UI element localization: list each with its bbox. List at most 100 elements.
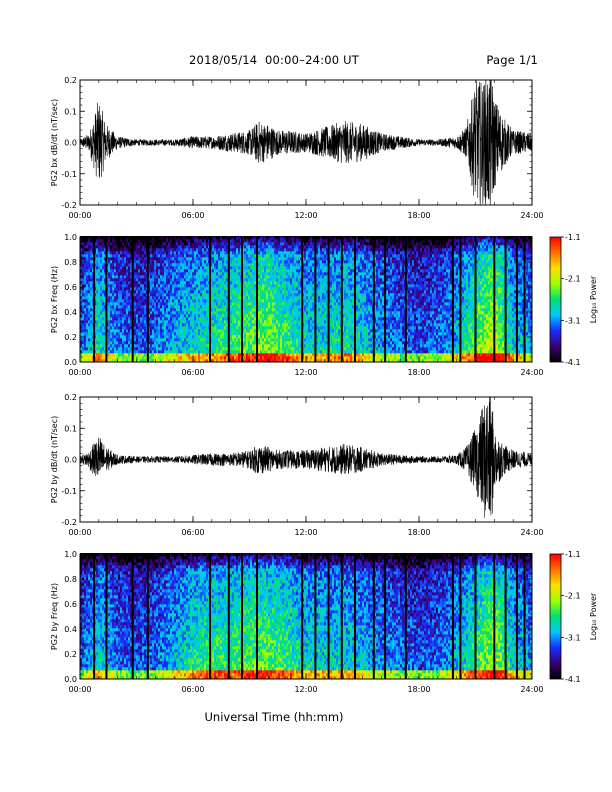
dark-stripe bbox=[404, 554, 407, 679]
dark-stripe bbox=[256, 554, 258, 679]
y-tick-label: 0.0 bbox=[64, 456, 77, 465]
colorbar-tick-label: -3.1 bbox=[565, 316, 581, 325]
dark-stripe bbox=[93, 554, 96, 679]
x-tick-label: 00:00 bbox=[68, 211, 91, 220]
dark-stripe bbox=[227, 554, 230, 679]
dark-stripe bbox=[504, 554, 507, 679]
dark-stripe bbox=[459, 554, 462, 679]
dark-stripe bbox=[474, 237, 477, 362]
panel-1: -0.2 -0.1 0.0 0.1 0.2 00:00 06:00 12:00 18:00 24:… bbox=[50, 76, 544, 220]
y-tick-label: 1.0 bbox=[64, 233, 77, 242]
y-tick-label: 0.2 bbox=[64, 650, 77, 659]
dark-stripe bbox=[451, 237, 454, 362]
dark-stripe bbox=[146, 237, 149, 362]
x-tick-label: 12:00 bbox=[294, 685, 317, 694]
y-axis-label: PG2 bx dB/dt (nT/sec) bbox=[50, 99, 59, 186]
dark-stripe bbox=[459, 237, 462, 362]
dark-stripe bbox=[404, 237, 407, 362]
y-tick-label: 0.8 bbox=[64, 575, 77, 584]
dark-stripe bbox=[93, 237, 96, 362]
x-axis-label: Universal Time (hh:mm) bbox=[204, 710, 344, 724]
dark-stripe bbox=[451, 554, 454, 679]
y-tick-label: 0.1 bbox=[64, 424, 77, 433]
x-tick-label: 00:00 bbox=[68, 368, 91, 377]
colorbar-label: Log₁₀ Power bbox=[589, 275, 598, 323]
y-axis-label: PG2 bx Freq (Hz) bbox=[50, 266, 59, 333]
x-tick-label: 00:00 bbox=[68, 528, 91, 537]
y-tick-label: 0.0 bbox=[64, 139, 77, 148]
dark-stripe bbox=[354, 554, 356, 679]
dark-stripe bbox=[314, 554, 317, 679]
spectrogram bbox=[80, 236, 533, 363]
panel-3: -0.2 -0.1 0.0 0.1 0.2 00:00 06:00 12:00 18:00 24:… bbox=[50, 393, 544, 537]
y-tick-label: 0.1 bbox=[64, 107, 77, 116]
y-tick-label: 0.6 bbox=[64, 600, 77, 609]
y-tick-label: 0.2 bbox=[64, 333, 77, 342]
y-tick-label: -0.2 bbox=[61, 201, 77, 210]
dark-stripe bbox=[493, 554, 496, 679]
dark-stripe bbox=[504, 237, 507, 362]
panel-4: -1.1 -2.1 -3.1 -4.1 Log₁₀ Power 0.0 0.2 0.4 0.6 0… bbox=[50, 550, 598, 694]
y-axis-label: PG2 by Freq (Hz) bbox=[50, 583, 59, 650]
dark-stripe bbox=[105, 554, 108, 679]
dark-stripe bbox=[354, 237, 356, 362]
dark-stripe bbox=[372, 237, 375, 362]
dark-stripe bbox=[131, 237, 134, 362]
dark-stripe bbox=[515, 237, 518, 362]
colorbar-tick-label: -2.1 bbox=[565, 592, 581, 601]
waveform-line bbox=[79, 396, 533, 518]
colorbar bbox=[549, 236, 562, 363]
x-tick-label: 06:00 bbox=[181, 368, 204, 377]
x-tick-label: 12:00 bbox=[294, 528, 317, 537]
x-tick-label: 12:00 bbox=[294, 211, 317, 220]
dark-stripe bbox=[131, 554, 134, 679]
dark-stripe bbox=[523, 554, 526, 679]
x-tick-label: 18:00 bbox=[407, 528, 430, 537]
dark-stripe bbox=[301, 554, 304, 679]
x-tick-label: 24:00 bbox=[520, 368, 543, 377]
x-tick-label: 24:00 bbox=[520, 528, 543, 537]
dark-stripe bbox=[493, 237, 496, 362]
colorbar-tick-label: -2.1 bbox=[565, 275, 581, 284]
y-tick-label: 0.2 bbox=[64, 393, 77, 402]
colorbar-label: Log₁₀ Power bbox=[589, 592, 598, 640]
x-tick-label: 12:00 bbox=[294, 368, 317, 377]
x-tick-label: 18:00 bbox=[407, 211, 430, 220]
y-tick-label: 0.8 bbox=[64, 258, 77, 267]
dark-stripe bbox=[340, 237, 343, 362]
x-tick-label: 24:00 bbox=[520, 211, 543, 220]
dark-stripe bbox=[314, 237, 317, 362]
x-tick-label: 24:00 bbox=[520, 685, 543, 694]
dark-stripe bbox=[384, 554, 387, 679]
dark-stripe bbox=[241, 554, 243, 679]
y-tick-label: 0.2 bbox=[64, 76, 77, 85]
colorbar-tick-label: -4.1 bbox=[565, 358, 581, 367]
x-tick-label: 00:00 bbox=[68, 685, 91, 694]
dark-stripe bbox=[256, 237, 258, 362]
y-tick-label: -0.2 bbox=[61, 518, 77, 527]
dark-stripe bbox=[340, 554, 343, 679]
page-number: Page 1/1 bbox=[486, 53, 538, 67]
colorbar-tick-label: -4.1 bbox=[565, 675, 581, 684]
dark-stripe bbox=[523, 237, 526, 362]
y-tick-label: 0.4 bbox=[64, 308, 77, 317]
y-tick-label: 0.4 bbox=[64, 625, 77, 634]
page-title: 2018/05/14 00:00–24:00 UT bbox=[189, 53, 359, 67]
y-tick-label: 0.6 bbox=[64, 283, 77, 292]
y-tick-label: 0.0 bbox=[64, 675, 77, 684]
y-tick-label: -0.1 bbox=[61, 170, 77, 179]
colorbar-tick-label: -1.1 bbox=[565, 550, 581, 559]
dark-stripe bbox=[241, 237, 243, 362]
x-tick-label: 18:00 bbox=[407, 368, 430, 377]
colorbar-tick-label: -1.1 bbox=[565, 233, 581, 242]
dark-stripe bbox=[515, 554, 518, 679]
dark-stripe bbox=[384, 237, 387, 362]
panel-2: -1.1 -2.1 -3.1 -4.1 Log₁₀ Power 0.0 0.2 0.4 0.6 0… bbox=[50, 233, 598, 377]
x-tick-label: 06:00 bbox=[181, 685, 204, 694]
dark-stripe bbox=[209, 554, 211, 679]
y-tick-label: 0.0 bbox=[64, 358, 77, 367]
dark-stripe bbox=[301, 237, 304, 362]
waveform-line bbox=[79, 79, 533, 206]
y-axis-label: PG2 by dB/dt (nT/sec) bbox=[50, 416, 59, 503]
